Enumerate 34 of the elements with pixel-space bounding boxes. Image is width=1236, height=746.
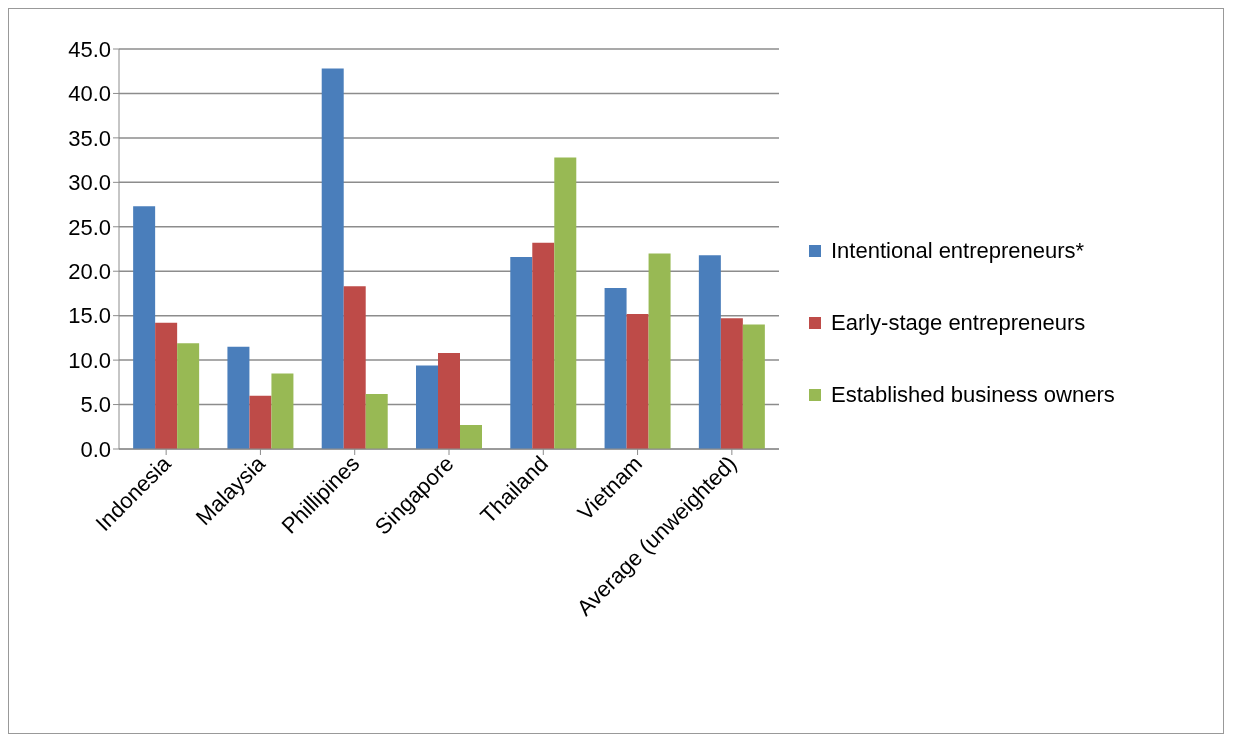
bar	[742, 324, 765, 449]
bar	[133, 206, 156, 449]
y-tick-label: 15.0	[68, 303, 111, 329]
y-tick-label: 30.0	[68, 170, 111, 196]
bar	[249, 395, 272, 449]
y-tick-label: 10.0	[68, 347, 111, 373]
y-tick-label: 5.0	[80, 392, 111, 418]
y-tick-label: 0.0	[80, 436, 111, 462]
y-tick-label: 35.0	[68, 125, 111, 151]
bar	[227, 346, 250, 449]
bar	[460, 425, 482, 449]
bar	[365, 393, 388, 449]
bar	[271, 373, 294, 449]
bar	[604, 288, 627, 449]
bar	[438, 353, 460, 449]
bar	[648, 253, 671, 449]
bar	[532, 242, 555, 449]
y-tick-label: 40.0	[68, 81, 111, 107]
bar	[155, 322, 178, 449]
bar	[554, 157, 577, 449]
bar	[416, 365, 438, 449]
y-tick-label: 45.0	[68, 36, 111, 62]
bar	[720, 318, 743, 449]
y-tick-label: 20.0	[68, 259, 111, 285]
legend-label: Established business owners	[831, 381, 1116, 409]
bar	[626, 313, 649, 449]
legend-label: Early-stage entrepreneurs	[831, 309, 1087, 337]
y-tick-label: 25.0	[68, 214, 111, 240]
bar	[177, 343, 200, 449]
bar	[321, 68, 344, 449]
bar	[698, 255, 721, 449]
bar	[343, 286, 366, 449]
bar	[510, 257, 533, 449]
legend-label: Intentional entrepreneurs*	[831, 237, 1086, 265]
